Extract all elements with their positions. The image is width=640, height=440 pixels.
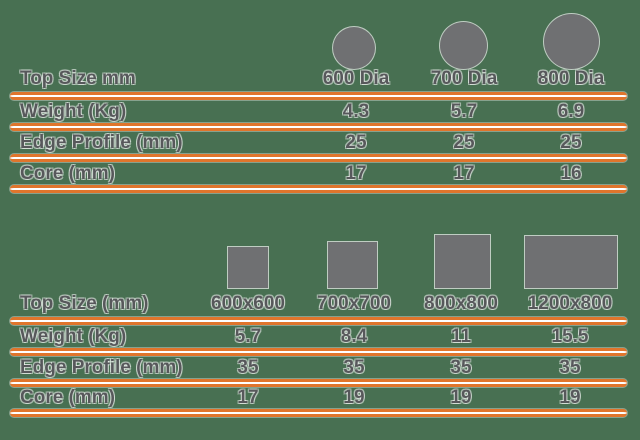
- core-value-600-dia: 17: [345, 163, 367, 184]
- separator: [10, 317, 627, 325]
- separator: [10, 185, 627, 193]
- edge-profile-value-600-dia: 25: [345, 132, 367, 153]
- row-label-core: Core (mm): [20, 387, 116, 408]
- row-label-top-size: Top Size mm: [20, 68, 136, 89]
- core-value-700-dia: 17: [453, 163, 475, 184]
- weight-value-800x800: 11: [450, 326, 472, 347]
- column-header-800-dia: 800 Dia: [537, 68, 605, 89]
- weight-value-600-dia: 4.3: [342, 101, 370, 122]
- row-label-weight: Weight (Kg): [20, 101, 127, 122]
- core-value-700x700: 19: [343, 387, 365, 408]
- edge-profile-value-700x700: 35: [343, 357, 365, 378]
- weight-value-700x700: 8.4: [340, 326, 368, 347]
- weight-value-1200x800: 15.5: [551, 326, 589, 347]
- row-label-top-size: Top Size (mm): [20, 293, 149, 314]
- core-value-800-dia: 16: [560, 163, 582, 184]
- edge-profile-value-1200x800: 35: [559, 357, 581, 378]
- separator: [10, 348, 627, 356]
- separator: [10, 154, 627, 162]
- column-header-600-dia: 600 Dia: [322, 68, 390, 89]
- core-value-1200x800: 19: [559, 387, 581, 408]
- edge-profile-value-800x800: 35: [450, 357, 472, 378]
- column-header-700x700: 700x700: [317, 293, 391, 314]
- rect-top-1200x800-icon: [525, 236, 617, 288]
- separator: [10, 409, 627, 417]
- column-header-800x800: 800x800: [424, 293, 498, 314]
- column-header-1200x800: 1200x800: [527, 293, 613, 314]
- round-top-700-dia-icon: [440, 22, 487, 69]
- row-label-core: Core (mm): [20, 163, 116, 184]
- edge-profile-value-700-dia: 25: [453, 132, 475, 153]
- round-top-600-dia-icon: [333, 27, 375, 69]
- weight-value-800-dia: 6.9: [557, 101, 585, 122]
- core-value-800x800: 19: [450, 387, 472, 408]
- core-value-600x600: 17: [237, 387, 259, 408]
- row-label-weight: Weight (Kg): [20, 326, 127, 347]
- column-header-700-dia: 700 Dia: [430, 68, 498, 89]
- row-label-edge-profile: Edge Profile (mm): [20, 132, 183, 153]
- weight-value-700-dia: 5.7: [450, 101, 478, 122]
- separator: [10, 123, 627, 131]
- edge-profile-value-600x600: 35: [237, 357, 259, 378]
- row-label-edge-profile: Edge Profile (mm): [20, 357, 183, 378]
- round-top-800-dia-icon: [544, 14, 599, 69]
- weight-value-600x600: 5.7: [234, 326, 262, 347]
- edge-profile-value-800-dia: 25: [560, 132, 582, 153]
- square-top-600x600-icon: [228, 247, 268, 288]
- square-top-800x800-icon: [435, 235, 490, 288]
- column-header-600x600: 600x600: [211, 293, 285, 314]
- separator: [10, 379, 627, 387]
- square-top-700x700-icon: [328, 242, 377, 288]
- separator: [10, 92, 627, 100]
